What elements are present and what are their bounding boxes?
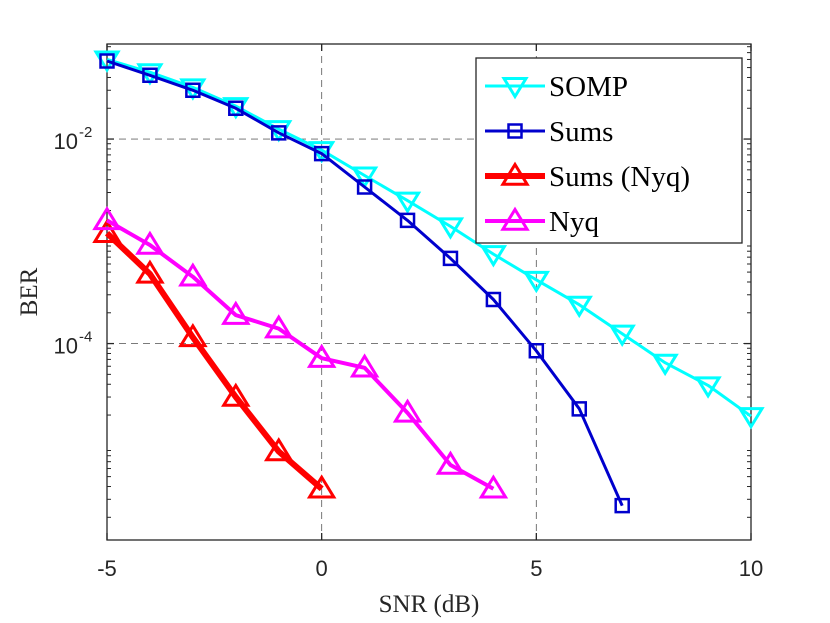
grid [107,44,751,540]
series-nyq [92,206,509,499]
plot-series [92,50,765,514]
legend-entry-nyq: Nyq [485,206,599,238]
x-axis-label: SNR (dB) [379,591,480,618]
plot-frame [106,43,752,541]
legend-marker-nyq [500,206,530,231]
legend-label-somp: SOMP [549,71,628,103]
x-tick-label: 5 [530,556,542,581]
data-point-sums [614,497,630,514]
data-point-nyq [392,398,423,423]
legend-label-nyq: Nyq [549,206,599,238]
data-point-sums [528,343,545,359]
data-point-sums-nyq [135,259,165,284]
data-point-sums [485,291,502,308]
data-point-somp [350,166,379,189]
data-point-sums [142,67,158,84]
legend-entry-sums: Sums [485,116,613,148]
data-point-somp [479,245,508,268]
x-tick-label: 0 [316,556,328,581]
data-point-nyq [263,314,294,339]
legend-label-sums: Sums [549,116,613,148]
y-tick-label-base: 10 [54,129,78,154]
data-point-somp [436,217,465,240]
data-point-sums-nyq [178,322,208,348]
data-point-somp [651,353,679,377]
x-tick-label: 10 [739,556,763,581]
data-point-somp [522,270,551,294]
data-point-nyq [135,230,165,255]
legend-marker-sums-nyq [500,161,530,186]
data-point-sums [270,125,287,141]
legend-entry-somp: SOMP [485,71,628,103]
data-point-somp [737,407,765,430]
data-point-sums [313,145,330,162]
data-point-nyq [306,343,337,368]
data-point-nyq [221,300,251,325]
data-point-sums [185,82,201,99]
data-point-nyq [435,450,466,475]
data-point-somp [565,295,593,319]
data-point-nyq [178,262,208,287]
legend: SOMP Sums Sums (Nyq) Nyq [475,57,743,244]
data-point-sums [571,401,588,417]
legend-entry-sums-nyq: Sums (Nyq) [485,161,690,193]
y-tick-label-base: 10 [54,334,78,359]
data-point-somp [608,324,636,348]
y-tick-label-exponent: -2 [79,124,92,141]
data-point-sums [99,53,115,69]
legend-marker-sums [507,123,523,139]
series-line-somp [106,58,752,418]
y-axis-label: BER [16,267,43,316]
data-point-sums [399,212,416,229]
data-point-somp [393,191,422,214]
data-point-nyq [478,474,509,499]
data-point-sums [442,250,459,267]
series-line-sums [106,59,624,507]
data-point-nyq [92,206,122,231]
series-line-nyq [106,218,495,491]
legend-label-sums-nyq: Sums (Nyq) [549,161,690,193]
data-point-nyq [349,353,380,378]
series-sums [99,53,630,514]
x-tick-label: -5 [97,556,117,581]
data-point-sums-nyq [92,218,122,243]
data-point-sums-nyq [306,474,337,499]
series-sums-nyq [92,218,337,499]
data-point-somp [694,376,722,399]
series-line-sums-nyq [104,231,324,492]
data-point-sums [228,100,244,117]
legend-marker-somp [501,77,529,100]
data-point-sums-nyq [221,382,251,407]
data-point-sums-nyq [263,437,294,462]
data-point-sums [356,179,373,195]
y-tick-label-exponent: -4 [79,329,92,346]
